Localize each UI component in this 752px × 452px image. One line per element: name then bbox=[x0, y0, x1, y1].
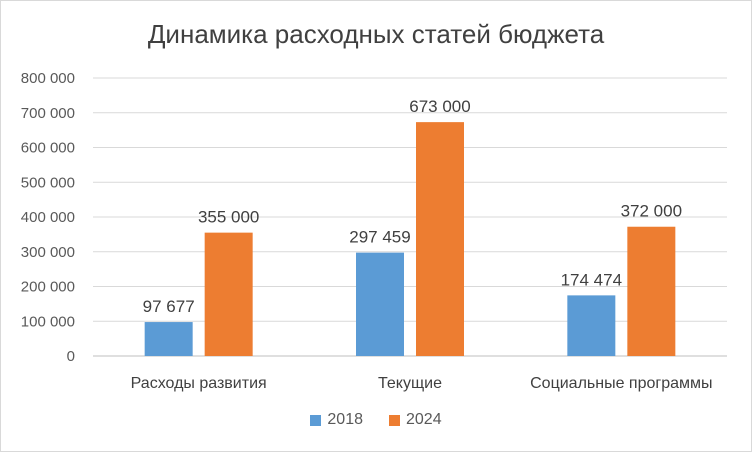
legend: 2018 2024 bbox=[1, 411, 751, 429]
y-tick-label: 400 000 bbox=[21, 209, 75, 226]
bar-2018 bbox=[567, 295, 616, 356]
chart-title: Динамика расходных статей бюджета bbox=[147, 19, 605, 49]
bar-2024 bbox=[204, 232, 253, 356]
y-tick-label: 100 000 bbox=[21, 313, 75, 330]
bar-2024 bbox=[416, 122, 464, 356]
x-tick-label: Социальные программы bbox=[530, 375, 712, 392]
bar-2018 bbox=[144, 322, 193, 356]
data-label: 355 000 bbox=[198, 208, 259, 227]
x-tick-label: Расходы развития bbox=[131, 375, 267, 392]
data-label: 174 474 bbox=[561, 270, 622, 289]
legend-swatch-2018 bbox=[310, 414, 322, 426]
legend-label-2018: 2018 bbox=[327, 411, 363, 428]
y-tick-label: 800 000 bbox=[21, 70, 75, 87]
y-tick-label: 600 000 bbox=[21, 140, 75, 157]
legend-item-2024: 2024 bbox=[389, 411, 442, 429]
bar-chart: 0 100 000 200 000 300 000 400 000 500 000 600 … bbox=[21, 70, 727, 392]
y-tick-label: 0 bbox=[67, 348, 75, 365]
x-tick-label: Текущие bbox=[378, 375, 442, 392]
data-label: 372 000 bbox=[621, 202, 682, 221]
bar-2024 bbox=[627, 226, 676, 356]
y-tick-label: 700 000 bbox=[21, 105, 75, 122]
data-label: 673 000 bbox=[409, 97, 470, 116]
data-label: 97 677 bbox=[143, 297, 195, 316]
legend-item-2018: 2018 bbox=[310, 411, 363, 429]
legend-label-2024: 2024 bbox=[406, 411, 442, 428]
legend-swatch-2024 bbox=[389, 414, 400, 426]
bar-2018 bbox=[356, 252, 404, 356]
y-tick-label: 500 000 bbox=[21, 174, 75, 191]
y-tick-label: 300 000 bbox=[21, 244, 75, 261]
data-label: 297 459 bbox=[349, 228, 410, 247]
y-tick-label: 200 000 bbox=[21, 279, 75, 296]
